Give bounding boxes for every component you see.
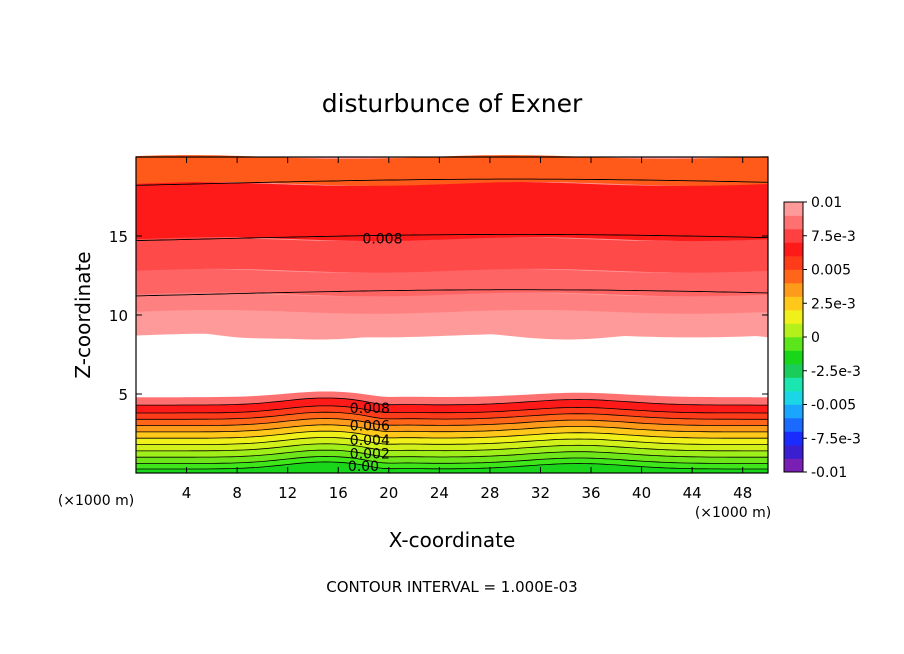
colorbar-tick-label: 0 [811, 330, 820, 346]
x-axis-ticks: 4 8 12 16 20 24 28 32 36 40 44 48 [182, 157, 752, 502]
x-tick-label: 4 [182, 484, 192, 502]
contour-band [136, 182, 768, 242]
x-tick-label: 40 [632, 484, 651, 502]
contour-band [136, 431, 768, 445]
contour-line [136, 455, 768, 464]
y-tick-label: 5 [118, 386, 128, 404]
contour-line [135, 289, 769, 297]
contour-band [136, 292, 768, 314]
colorbar-cell [784, 364, 803, 378]
contour-bands [136, 155, 768, 473]
contour-line [136, 437, 768, 446]
colorbar-cell [784, 418, 803, 432]
colorbar-cell [784, 391, 803, 405]
contour-label: 0.006 [350, 419, 390, 435]
contour-interval-note: CONTOUR INTERVAL = 1.000E-03 [326, 578, 577, 596]
contour-band-empty [136, 331, 768, 398]
x-axis-unit: (×1000 m) [695, 505, 771, 521]
colorbar-cell [784, 350, 803, 365]
contour-band [136, 155, 768, 186]
contour-band [136, 390, 768, 406]
x-tick-label: 12 [278, 484, 297, 502]
colorbar-cell [784, 296, 803, 311]
colorbar-tick-label: 0.005 [811, 263, 851, 279]
colorbar-tick-label: -2.5e-3 [811, 364, 861, 380]
contour-line [135, 233, 769, 242]
x-tick-label: 20 [379, 484, 398, 502]
y-axis-unit: (×1000 m) [58, 493, 134, 509]
colorbar-cell [784, 256, 803, 270]
colorbar-ticks: 0.01 7.5e-3 0.005 2.5e-3 0 -2.5e-3 -0.005 -7.5e… [803, 195, 861, 481]
contour-band [136, 405, 768, 420]
colorbar-tick-label: -0.01 [811, 465, 847, 481]
x-tick-label: 24 [430, 484, 449, 502]
colorbar-cell [784, 269, 803, 284]
contour-band [136, 450, 768, 464]
colorbar-cell [784, 229, 803, 243]
contour-label: 0.004 [350, 433, 390, 449]
contour-line [136, 443, 768, 452]
colorbar-cell [784, 377, 803, 392]
x-tick-label: 16 [329, 484, 348, 502]
contour-band [136, 309, 768, 338]
contour-band [136, 268, 768, 297]
contour-band [136, 237, 768, 273]
colorbar-cell [784, 242, 803, 257]
y-tick-label: 15 [109, 228, 128, 246]
colorbar-tick-label: 2.5e-3 [811, 296, 856, 312]
chart-title: disturbunce of Exner [322, 89, 583, 118]
x-tick-label: 48 [733, 484, 752, 502]
colorbar-tick-label: 7.5e-3 [811, 229, 856, 245]
colorbar-cell [784, 445, 803, 459]
contour-band [136, 424, 768, 439]
x-tick-label: 28 [480, 484, 499, 502]
contour-line [136, 418, 768, 427]
contour-band [136, 456, 768, 469]
colorbar-cell [784, 283, 803, 297]
x-tick-label: 32 [531, 484, 550, 502]
contour-line [135, 178, 769, 186]
colorbar: 0.01 7.5e-3 0.005 2.5e-3 0 -2.5e-3 -0.005 -7.5e… [783, 195, 861, 481]
colorbar-cell [784, 202, 803, 216]
colorbar-cells [784, 202, 803, 473]
y-axis-title: Z-coordinate [71, 251, 95, 378]
colorbar-tick-label: -0.005 [811, 398, 856, 414]
colorbar-cell [784, 458, 803, 473]
contour-line [136, 411, 768, 420]
colorbar-tick-label: -7.5e-3 [811, 431, 861, 447]
contour-label: 0.008 [350, 401, 390, 417]
x-tick-label: 8 [232, 484, 242, 502]
colorbar-cell [784, 337, 803, 351]
contour-line [136, 424, 768, 433]
contour-line [136, 397, 768, 406]
x-axis-title: X-coordinate [389, 528, 516, 552]
colorbar-tick-label: 0.01 [811, 195, 842, 211]
contour-line [136, 449, 768, 458]
contour-line [136, 430, 768, 439]
colorbar-cell [784, 310, 803, 324]
x-tick-label: 36 [581, 484, 600, 502]
colorbar-cell [784, 215, 803, 230]
colorbar-cell [784, 323, 803, 338]
colorbar-cell [784, 404, 803, 419]
contour-band [136, 412, 768, 426]
contour-line [136, 405, 768, 414]
y-tick-label: 10 [109, 307, 128, 325]
contour-band [136, 437, 768, 451]
contour-label: 0.00 [348, 459, 379, 475]
contour-label: 0.008 [362, 231, 402, 247]
contour-label: 0.002 [350, 446, 390, 462]
contour-band [136, 418, 768, 432]
contour-lines [135, 178, 769, 470]
x-tick-label: 44 [683, 484, 702, 502]
contour-band [136, 398, 768, 413]
contour-line [136, 461, 768, 470]
colorbar-cell [784, 431, 803, 446]
y-axis-ticks: 5 10 15 [109, 228, 768, 404]
contour-band [136, 443, 768, 458]
